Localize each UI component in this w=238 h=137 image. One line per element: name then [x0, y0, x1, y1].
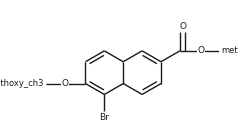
Text: Br: Br	[99, 112, 109, 122]
Text: O: O	[197, 46, 204, 55]
Text: O: O	[61, 79, 68, 88]
Text: methoxy_ch3: methoxy_ch3	[0, 79, 44, 88]
Text: methyl: methyl	[222, 46, 238, 55]
Text: O: O	[179, 22, 186, 31]
